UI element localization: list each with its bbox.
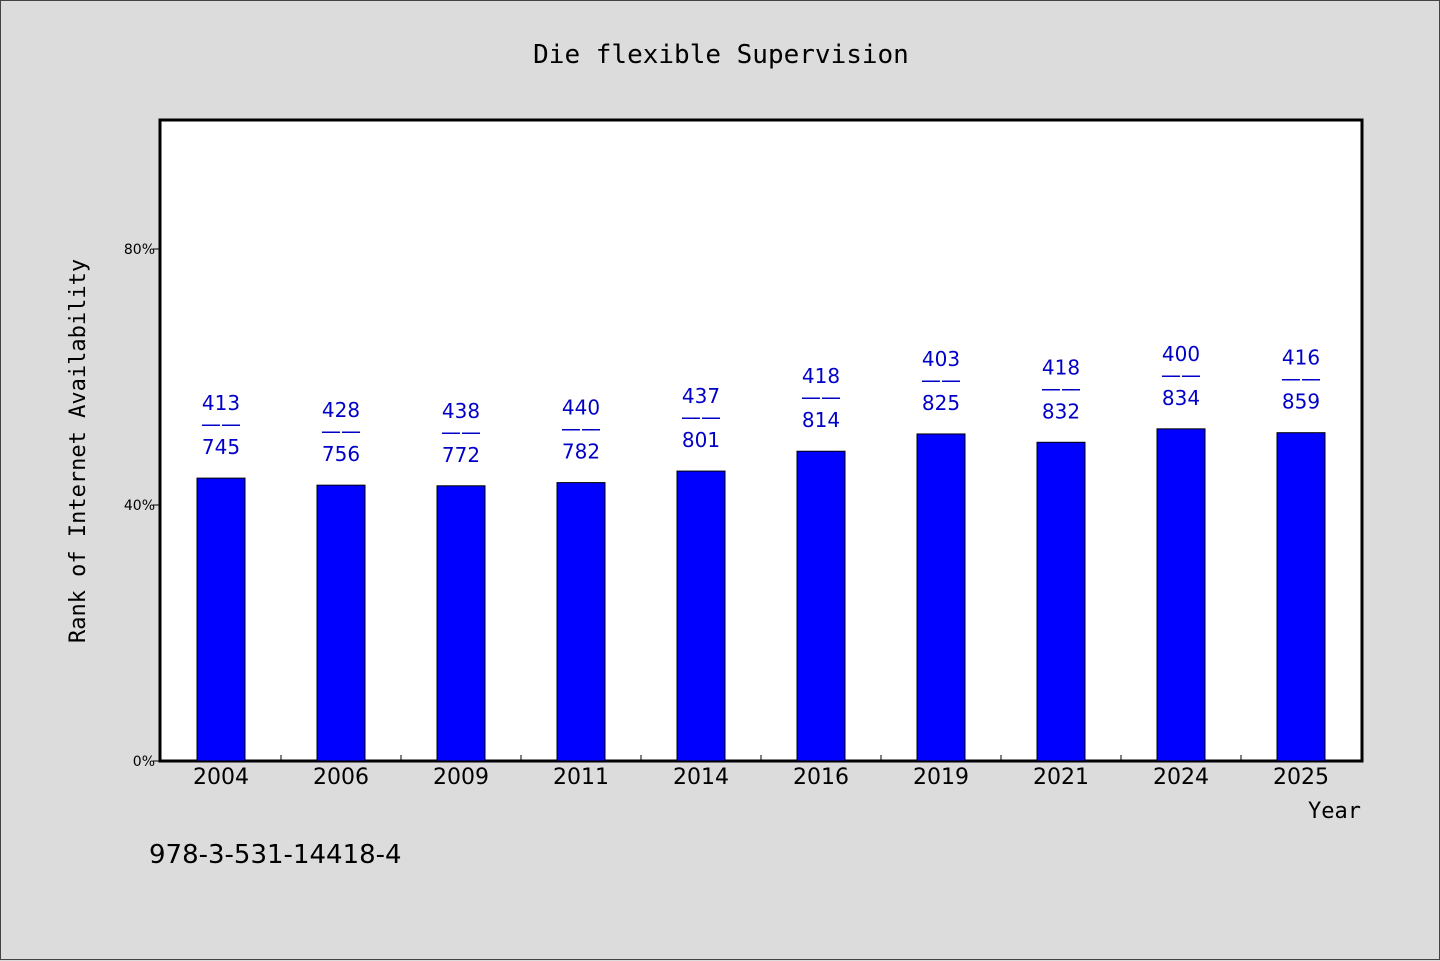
chart-title: Die flexible Supervision <box>533 40 909 70</box>
bar-2025 <box>1276 432 1326 762</box>
data-label-sep-2019: —— <box>921 368 961 392</box>
x-tick-label-2014: 2014 <box>673 765 729 790</box>
data-label-top-2021: 418 <box>1042 355 1080 379</box>
x-tick-label-2011: 2011 <box>553 765 609 790</box>
data-label-sep-2011: —— <box>561 417 601 441</box>
y-tick-label-80: 80% <box>124 242 155 258</box>
data-label-bottom-2019: 825 <box>922 391 960 415</box>
x-axis-label: Year <box>1308 799 1361 824</box>
y-tick-label-0: 0% <box>133 754 155 770</box>
data-label-bottom-2004: 745 <box>202 435 240 459</box>
y-axis-ticks: 0% 40% 80% <box>124 242 161 770</box>
data-label-bottom-2024: 834 <box>1162 386 1200 410</box>
data-label-sep-2016: —— <box>801 385 841 409</box>
bar-2009 <box>436 485 486 762</box>
data-label-top-2025: 416 <box>1282 346 1320 370</box>
data-label-top-2004: 413 <box>202 391 240 415</box>
bar-2006 <box>316 484 366 762</box>
data-label-bottom-2006: 756 <box>322 442 360 466</box>
data-label-top-2016: 418 <box>802 364 840 388</box>
footer-code: 978-3-531-14418-4 <box>149 840 402 870</box>
bar-2004 <box>196 477 246 762</box>
bar-2021 <box>1036 441 1086 762</box>
y-axis-label: Rank of Internet Availability <box>66 259 91 643</box>
x-tick-label-2006: 2006 <box>313 765 369 790</box>
bar-2019 <box>916 433 966 762</box>
data-label-sep-2014: —— <box>681 405 721 429</box>
x-tick-label-2016: 2016 <box>793 765 849 790</box>
data-label-top-2019: 403 <box>922 347 960 371</box>
data-label-sep-2009: —— <box>441 420 481 444</box>
data-label-bottom-2016: 814 <box>802 408 840 432</box>
y-tick-label-40: 40% <box>124 498 155 514</box>
data-label-sep-2024: —— <box>1161 363 1201 387</box>
data-label-bottom-2014: 801 <box>682 428 720 452</box>
data-label-bottom-2011: 782 <box>562 440 600 464</box>
data-label-sep-2006: —— <box>321 419 361 443</box>
data-label-sep-2025: —— <box>1281 367 1321 391</box>
x-axis-ticks: 2004 2006 2009 2011 2014 2016 2019 2021 2024 2025 <box>193 755 1329 790</box>
x-tick-label-2004: 2004 <box>193 765 249 790</box>
bar-2016 <box>796 450 846 762</box>
data-label-sep-2021: —— <box>1041 376 1081 400</box>
bar-2011 <box>556 482 606 762</box>
bar-2024 <box>1156 428 1206 762</box>
x-tick-label-2009: 2009 <box>433 765 489 790</box>
bars-group <box>196 428 1326 762</box>
bar-2014 <box>676 470 726 762</box>
data-label-top-2006: 428 <box>322 398 360 422</box>
data-label-top-2024: 400 <box>1162 342 1200 366</box>
data-label-bottom-2021: 832 <box>1042 399 1080 423</box>
data-label-bottom-2025: 859 <box>1282 390 1320 414</box>
data-label-sep-2004: —— <box>201 412 241 436</box>
data-label-top-2014: 437 <box>682 384 720 408</box>
x-tick-label-2019: 2019 <box>913 765 969 790</box>
x-tick-label-2024: 2024 <box>1153 765 1209 790</box>
data-labels-group: 413——745428——756438——772440——782437——801… <box>201 342 1321 467</box>
data-label-top-2011: 440 <box>562 396 600 420</box>
x-tick-label-2021: 2021 <box>1033 765 1089 790</box>
x-tick-label-2025: 2025 <box>1273 765 1329 790</box>
data-label-top-2009: 438 <box>442 399 480 423</box>
data-label-bottom-2009: 772 <box>442 443 480 467</box>
